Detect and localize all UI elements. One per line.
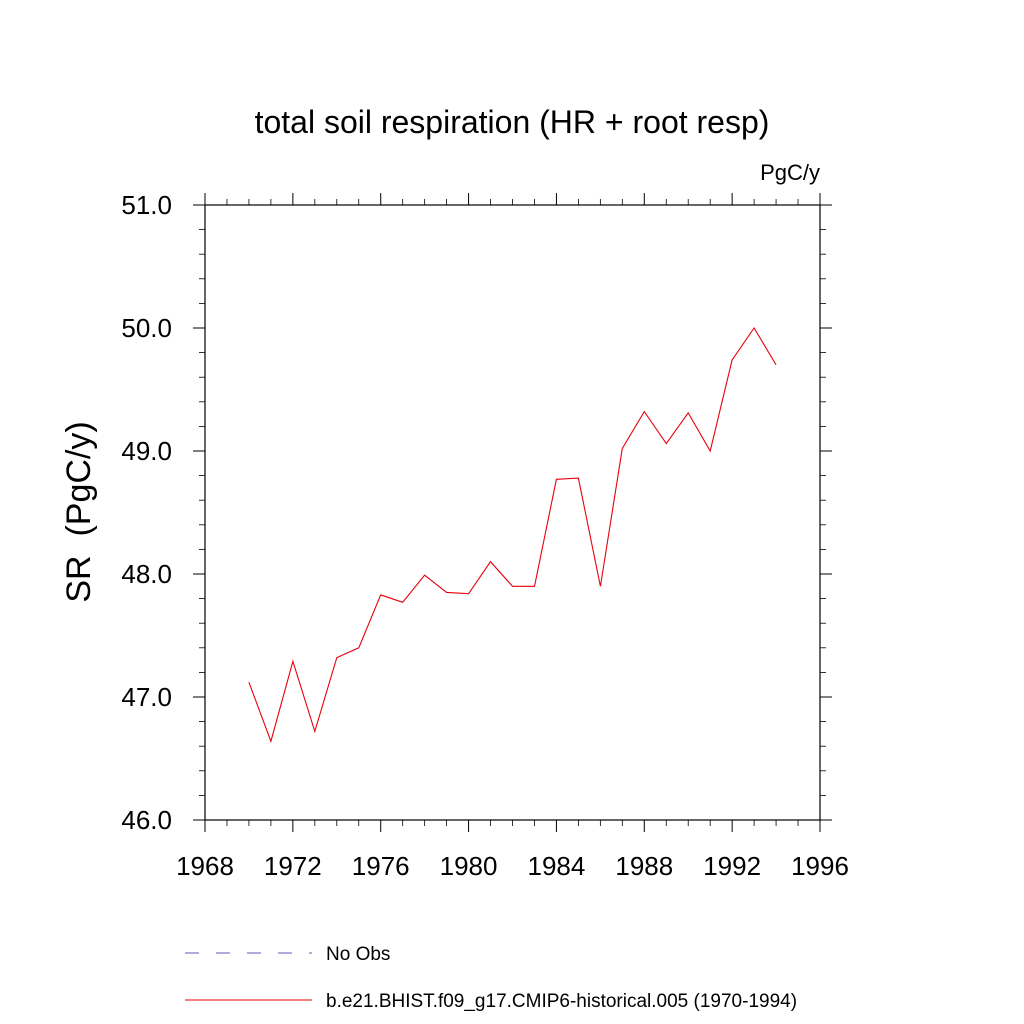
x-tick-label: 1976	[352, 851, 410, 881]
x-tick-label: 1980	[440, 851, 498, 881]
x-tick-label: 1992	[703, 851, 761, 881]
axis-ticks	[193, 193, 832, 832]
plot-frame	[204, 204, 821, 821]
x-tick-label: 1968	[176, 851, 234, 881]
chart-title: total soil respiration (HR + root resp)	[255, 104, 770, 140]
y-tick-label: 50.0	[121, 313, 172, 343]
legend: No Obs b.e21.BHIST.f09_g17.CMIP6-historic…	[185, 944, 797, 1012]
legend-label: b.e21.BHIST.f09_g17.CMIP6-historical.005…	[326, 991, 797, 1012]
series-group	[248, 326, 777, 744]
y-tick-label: 49.0	[121, 436, 172, 466]
y-tick-label: 46.0	[121, 805, 172, 835]
y-tick-label: 51.0	[121, 190, 172, 220]
series-line	[248, 326, 777, 744]
y-tick-label: 47.0	[121, 682, 172, 712]
tick-labels: 1968 1972 1976 1980 1984 1988 1992 1996 46.0 47.0…	[121, 190, 849, 881]
x-tick-label: 1996	[791, 851, 849, 881]
x-tick-label: 1988	[615, 851, 673, 881]
y-tick-label: 48.0	[121, 559, 172, 589]
x-tick-label: 1984	[528, 851, 586, 881]
legend-label: No Obs	[326, 944, 390, 965]
units-label: PgC/y	[760, 160, 820, 185]
y-axis-label: SR (PgC/y)	[60, 421, 98, 602]
x-tick-label: 1972	[264, 851, 322, 881]
